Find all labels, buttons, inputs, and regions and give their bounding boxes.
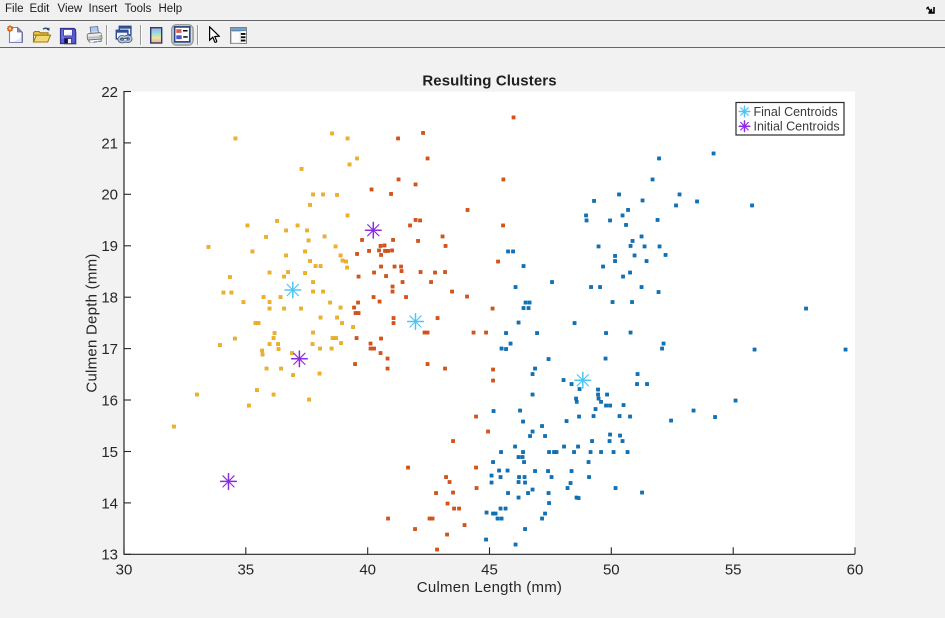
svg-text:35: 35 <box>237 562 254 579</box>
svg-text:40: 40 <box>359 562 376 579</box>
svg-text:Culmen Depth (mm): Culmen Depth (mm) <box>84 253 101 392</box>
svg-text:30: 30 <box>116 562 133 579</box>
svg-text:21: 21 <box>101 135 118 152</box>
svg-text:Resulting Clusters: Resulting Clusters <box>422 73 556 90</box>
svg-text:Initial Centroids: Initial Centroids <box>754 120 840 134</box>
svg-text:17: 17 <box>101 341 118 358</box>
svg-text:16: 16 <box>101 392 118 409</box>
svg-text:13: 13 <box>101 547 118 564</box>
svg-text:20: 20 <box>101 187 118 204</box>
svg-text:22: 22 <box>101 84 118 101</box>
svg-text:50: 50 <box>603 562 620 579</box>
svg-text:45: 45 <box>481 562 498 579</box>
svg-text:Culmen Length (mm): Culmen Length (mm) <box>417 579 562 596</box>
svg-text:18: 18 <box>101 290 118 307</box>
svg-text:60: 60 <box>847 562 864 579</box>
svg-text:55: 55 <box>725 562 742 579</box>
svg-text:19: 19 <box>101 238 118 255</box>
svg-text:15: 15 <box>101 444 118 461</box>
svg-text:Final Centroids: Final Centroids <box>754 105 838 119</box>
svg-text:14: 14 <box>101 495 118 512</box>
